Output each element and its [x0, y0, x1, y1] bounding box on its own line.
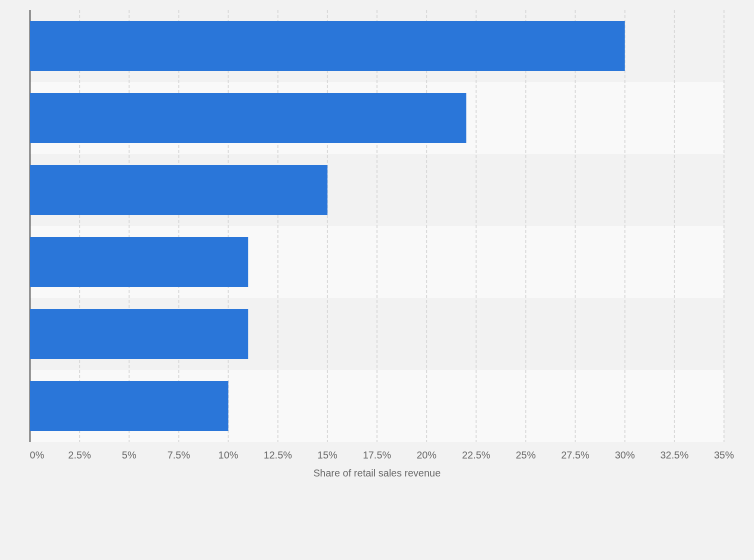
- x-tick-label: 15%: [317, 451, 337, 462]
- x-tick-label: 5%: [122, 451, 137, 462]
- x-tick-label: 27.5%: [561, 451, 589, 462]
- x-tick-label: 7.5%: [167, 451, 190, 462]
- bar: [30, 93, 467, 143]
- bar: [30, 237, 249, 287]
- x-tick-label: 10%: [218, 451, 238, 462]
- bar: [30, 309, 249, 359]
- x-axis-title: Share of retail sales revenue: [313, 469, 441, 480]
- x-tick-label: 25%: [516, 451, 536, 462]
- x-tick-label: 0%: [30, 451, 45, 462]
- x-tick-label: 12.5%: [264, 451, 292, 462]
- x-tick-label: 17.5%: [363, 451, 391, 462]
- bar: [30, 381, 229, 431]
- bars: [30, 21, 625, 431]
- x-tick-label: 30%: [615, 451, 635, 462]
- x-tick-label: 32.5%: [660, 451, 688, 462]
- bar: [30, 21, 625, 71]
- bar: [30, 165, 328, 215]
- x-tick-label: 22.5%: [462, 451, 490, 462]
- x-tick-label: 20%: [417, 451, 437, 462]
- x-tick-label: 35%: [714, 451, 734, 462]
- x-tick-label: 2.5%: [68, 451, 91, 462]
- grid: 0% 2.5% 5% 7.5% 10% 12.5% 15% 17.5% 20% 22.5% 25% 2…: [29, 10, 734, 462]
